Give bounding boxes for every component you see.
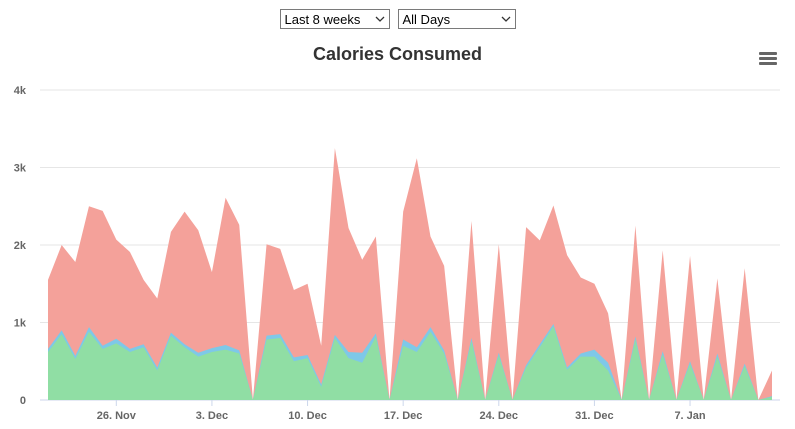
days-filter-select[interactable]: All Days <box>397 9 516 29</box>
chevron-down-icon <box>375 16 384 22</box>
y-tick-label: 4k <box>14 85 27 97</box>
area-series <box>48 148 772 400</box>
date-range-value: Last 8 weeks <box>284 11 361 27</box>
y-tick-label: 0 <box>20 395 26 407</box>
base-area-series <box>48 326 772 400</box>
chart-title: Calories Consumed <box>312 44 483 64</box>
y-axis: 0 1k 2k 3k 4k <box>14 85 27 407</box>
filter-controls: Last 8 weeks All Days <box>0 9 795 29</box>
x-tick-label: 31. Dec <box>575 410 614 422</box>
x-tick-label: 7. Jan <box>674 410 705 422</box>
y-tick-label: 1k <box>14 318 27 330</box>
x-tick-label: 3. Dec <box>196 410 228 422</box>
y-tick-label: 2k <box>14 240 27 252</box>
hamburger-menu-icon[interactable] <box>759 52 777 66</box>
total-area-series <box>48 148 772 400</box>
date-range-select[interactable]: Last 8 weeks <box>279 9 390 29</box>
x-tick-label: 26. Nov <box>97 410 137 422</box>
x-tick-label: 24. Dec <box>480 410 519 422</box>
x-tick-label: 10. Dec <box>288 410 327 422</box>
chevron-down-icon <box>501 16 510 22</box>
x-axis: 26. Nov 3. Dec 10. Dec 17. Dec 24. Dec 31. De… <box>97 400 706 422</box>
x-tick-label: 17. Dec <box>384 410 423 422</box>
days-filter-value: All Days <box>402 11 451 27</box>
y-tick-label: 3k <box>14 163 27 175</box>
